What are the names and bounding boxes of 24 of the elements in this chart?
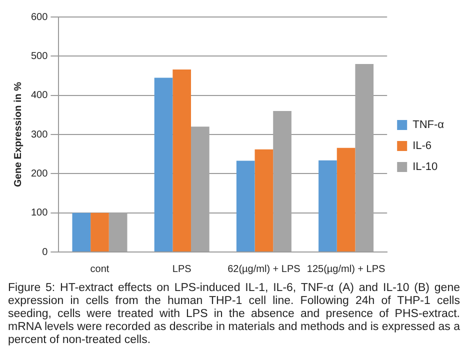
bar <box>90 212 109 252</box>
y-tick-label: 200 <box>30 168 48 180</box>
bar <box>154 78 173 252</box>
x-tick-label: 125(µg/ml) + LPS <box>306 264 386 275</box>
y-tick-label: 0 <box>42 246 48 258</box>
bar <box>318 160 337 252</box>
bar <box>236 160 255 252</box>
y-tick-label: 300 <box>30 129 48 140</box>
bar <box>72 212 91 252</box>
legend-label: TNF-α <box>412 119 445 132</box>
caption: Figure 5: HT-extract effects on LPS-induced IL-1, IL-6, TNF-α (A) and IL-10 (B) gene expression in cells from the human THP-1 cell line. Following 24h of THP-1 cells seeding, cells were treated with LPS in the absence and presence of PHS-extract. mRNA levels were recorded as describe in materials and methods and is expressed as a percent of non-treated cells. <box>8 282 460 347</box>
legend-label: IL-10 <box>412 161 438 174</box>
y-tick-label: 500 <box>30 50 48 62</box>
legend-label: IL-6 <box>412 140 432 152</box>
x-tick-label: 62(µg/ml) + LPS <box>228 264 301 275</box>
bar <box>254 149 274 252</box>
y-tick-label: 100 <box>30 208 48 219</box>
y-tick-label: 600 <box>30 12 48 23</box>
x-tick-label: LPS <box>172 264 192 275</box>
y-tick-label: 400 <box>30 90 48 102</box>
y-axis-title: Gene Expression in % <box>12 82 24 188</box>
bar <box>336 148 356 252</box>
x-tick-label: cont <box>90 264 110 275</box>
bar <box>172 69 192 252</box>
